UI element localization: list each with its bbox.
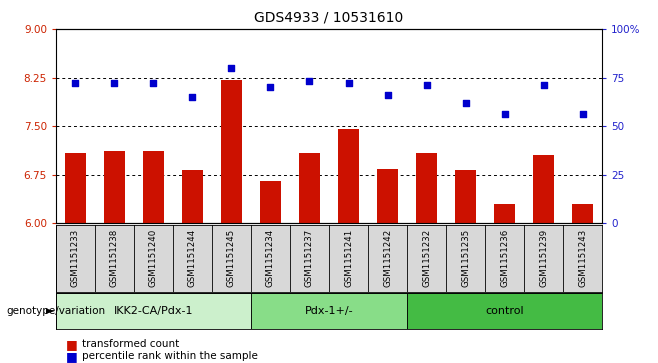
Bar — [299, 153, 320, 223]
Bar — [220, 79, 242, 223]
Point — [109, 81, 120, 86]
Bar — [260, 181, 281, 223]
Text: control: control — [485, 306, 524, 316]
Text: GSM1151236: GSM1151236 — [500, 228, 509, 287]
Point — [265, 85, 276, 90]
Text: GSM1151237: GSM1151237 — [305, 228, 314, 287]
Bar — [182, 170, 203, 223]
Bar — [64, 153, 86, 223]
Point — [577, 111, 588, 117]
Text: ►: ► — [46, 306, 55, 316]
Text: GSM1151242: GSM1151242 — [383, 228, 392, 287]
Text: percentile rank within the sample: percentile rank within the sample — [82, 351, 258, 362]
Text: GSM1151244: GSM1151244 — [188, 228, 197, 287]
Bar — [494, 204, 515, 223]
Bar — [407, 293, 602, 329]
Bar — [104, 151, 125, 223]
Text: transformed count: transformed count — [82, 339, 180, 349]
Bar — [455, 170, 476, 223]
Bar — [416, 153, 438, 223]
Text: GSM1151234: GSM1151234 — [266, 228, 275, 287]
Point — [188, 94, 198, 100]
Text: ■: ■ — [66, 350, 78, 363]
Point — [499, 111, 510, 117]
Point — [461, 100, 471, 106]
Point — [304, 78, 315, 84]
Text: GDS4933 / 10531610: GDS4933 / 10531610 — [255, 11, 403, 25]
Bar — [143, 151, 164, 223]
Text: GSM1151243: GSM1151243 — [578, 228, 587, 287]
Text: GSM1151233: GSM1151233 — [71, 228, 80, 287]
Text: ■: ■ — [66, 338, 78, 351]
Text: GSM1151239: GSM1151239 — [539, 228, 548, 286]
Bar — [377, 169, 398, 223]
Text: GSM1151232: GSM1151232 — [422, 228, 431, 287]
Bar — [533, 155, 554, 223]
Text: GSM1151240: GSM1151240 — [149, 228, 158, 287]
Point — [226, 65, 237, 71]
Point — [538, 82, 549, 88]
Text: GSM1151238: GSM1151238 — [110, 228, 119, 287]
Text: GSM1151241: GSM1151241 — [344, 228, 353, 287]
Bar — [56, 293, 251, 329]
Text: GSM1151235: GSM1151235 — [461, 228, 470, 287]
Point — [382, 92, 393, 98]
Point — [421, 82, 432, 88]
Text: genotype/variation: genotype/variation — [7, 306, 106, 316]
Text: IKK2-CA/Pdx-1: IKK2-CA/Pdx-1 — [114, 306, 193, 316]
Bar — [338, 129, 359, 223]
Bar — [572, 204, 594, 223]
Text: Pdx-1+/-: Pdx-1+/- — [305, 306, 353, 316]
Point — [148, 81, 159, 86]
Text: GSM1151245: GSM1151245 — [227, 228, 236, 287]
Point — [70, 81, 81, 86]
Point — [343, 81, 354, 86]
Bar — [251, 293, 407, 329]
